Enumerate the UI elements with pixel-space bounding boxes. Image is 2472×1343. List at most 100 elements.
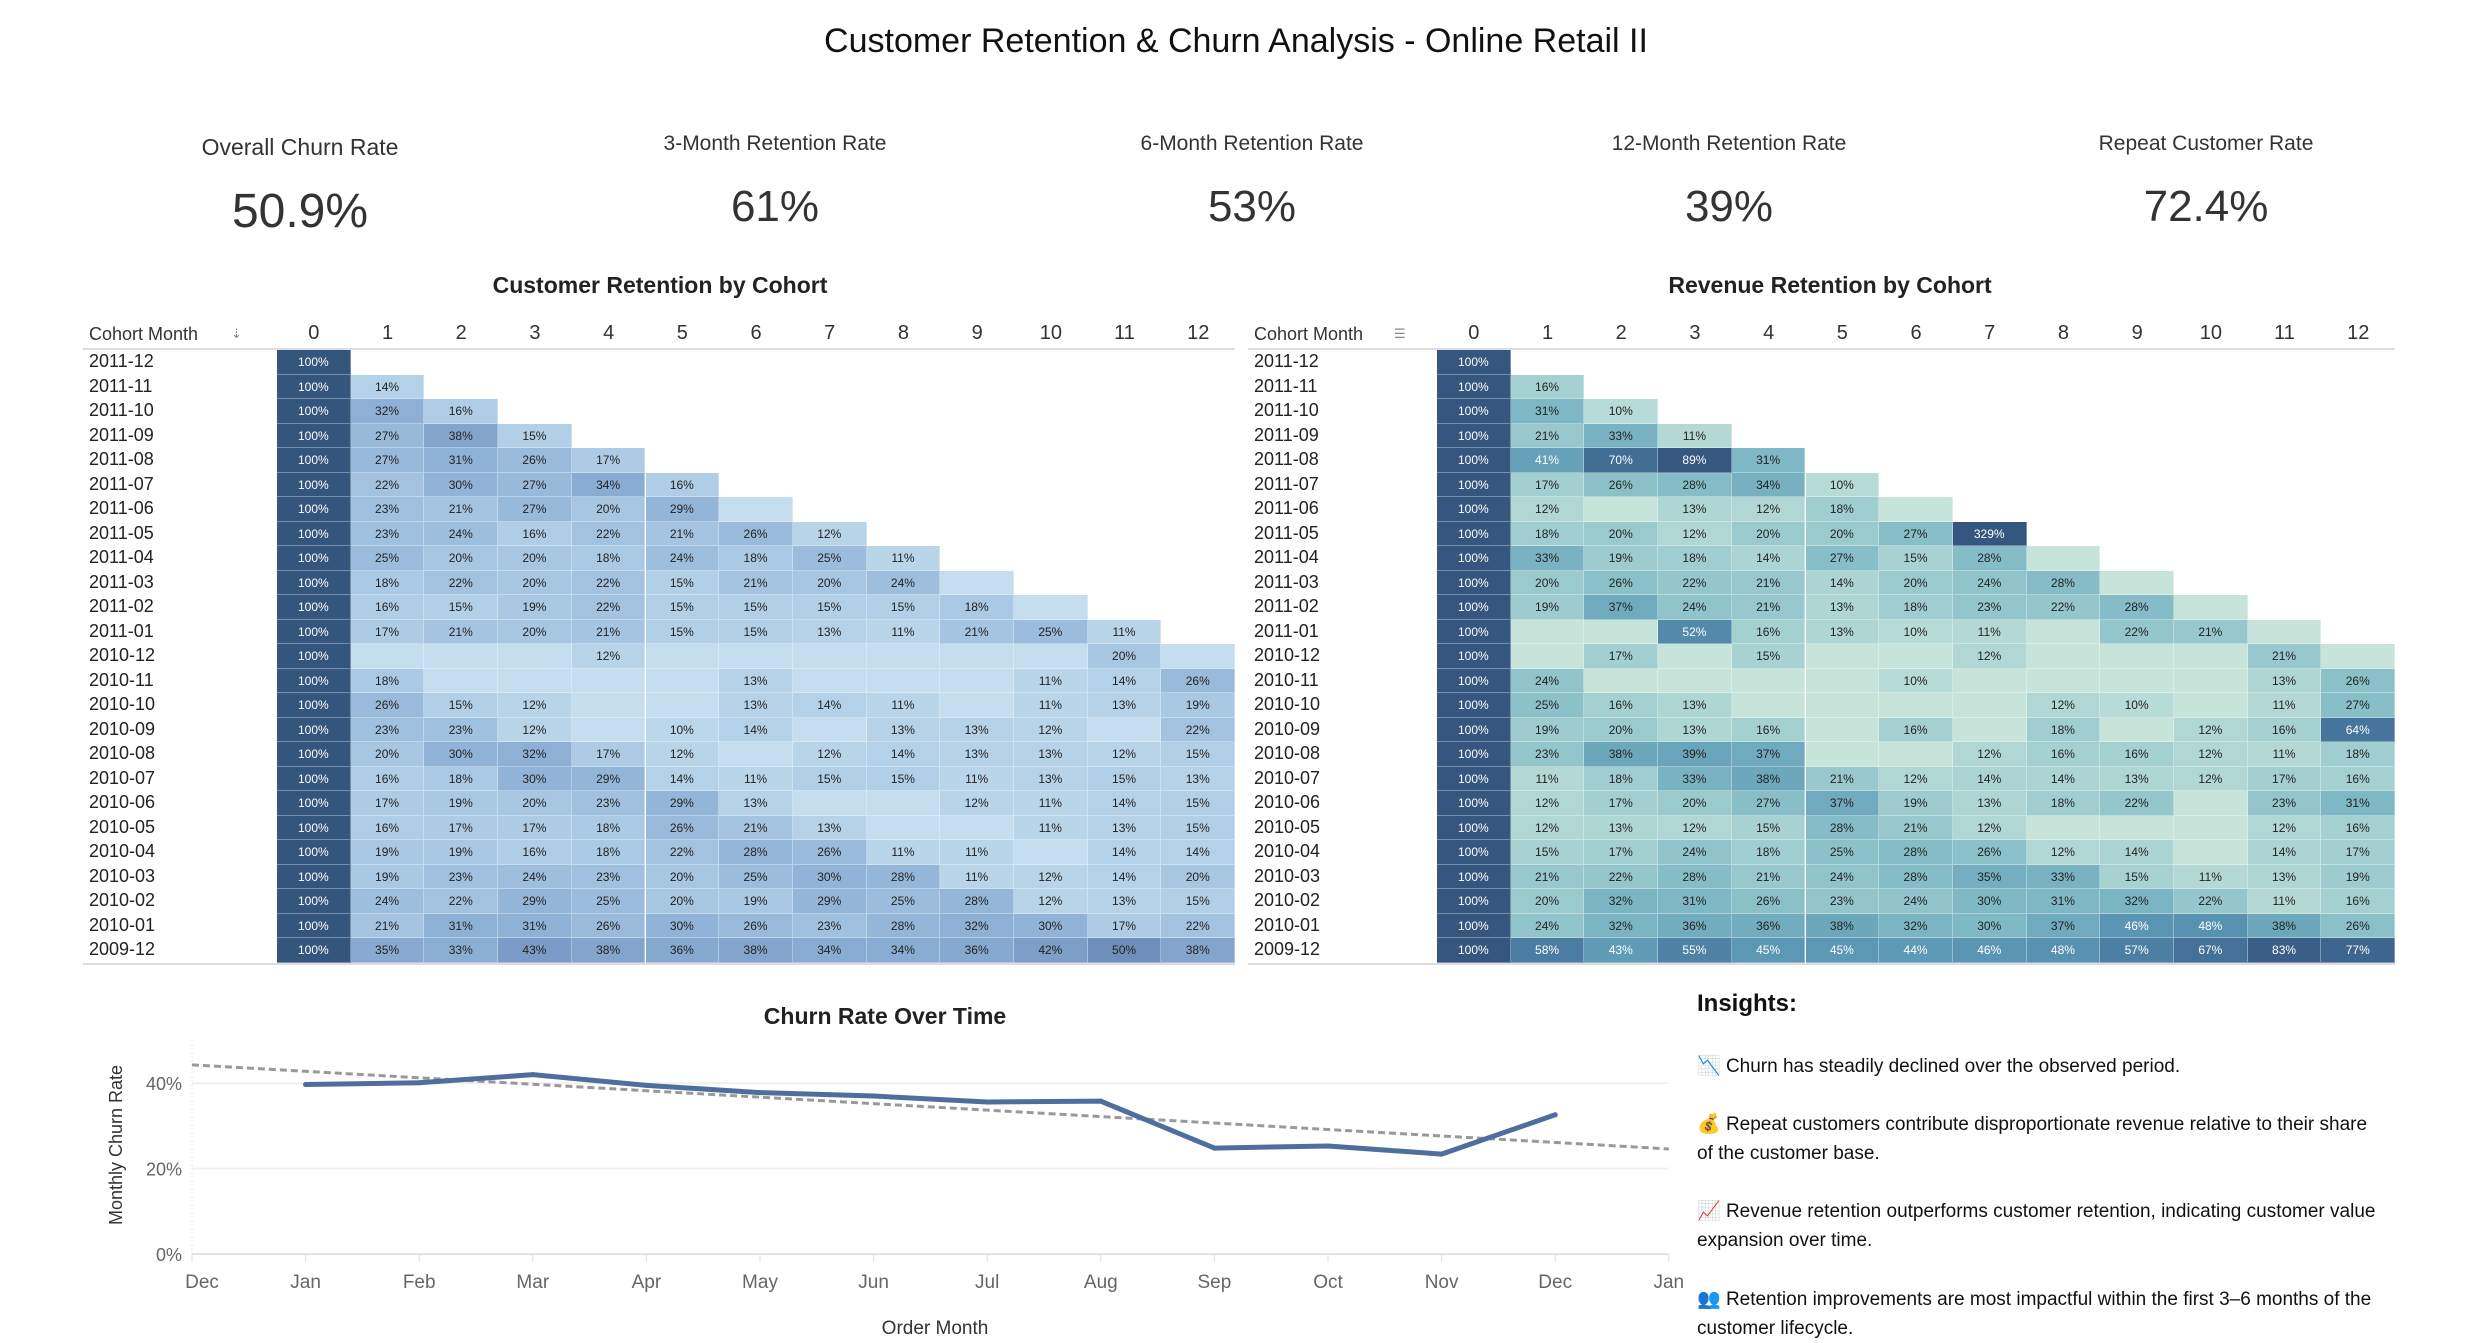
heatmap-cell: 22% — [2026, 595, 2101, 620]
heatmap-cell: 22% — [645, 840, 720, 865]
heatmap-cell: 17% — [1584, 791, 1659, 816]
heatmap-cell: 100% — [277, 742, 351, 767]
cohort-row-label: 2011-10 — [89, 400, 154, 420]
heatmap-cell: 100% — [277, 717, 351, 742]
heatmap-cell: 100% — [277, 693, 351, 718]
heatmap-cell — [645, 693, 720, 718]
data-point — [1439, 1151, 1445, 1157]
heatmap-cell: 38% — [1161, 938, 1236, 963]
cohort-row-label: 2011-09 — [89, 424, 154, 445]
heatmap-cell: 12% — [1731, 497, 1806, 522]
heatmap-cell: 22% — [2100, 791, 2174, 816]
data-point — [757, 1090, 763, 1096]
cohort-row-label: 2011-07 — [89, 473, 154, 494]
column-header: 8 — [897, 322, 909, 344]
heatmap-cell: 100% — [277, 546, 351, 571]
cohort-row-label: 2011-02 — [89, 596, 154, 616]
heatmap-cell: 23% — [792, 913, 867, 938]
heatmap-cell: 37% — [1584, 595, 1659, 620]
heatmap-cell — [1584, 668, 1659, 693]
column-header: 11 — [1114, 322, 1135, 344]
sort-icon[interactable]: ☰ — [1394, 326, 1406, 341]
cohort-row-label: 2011-02 — [1254, 596, 1319, 616]
heatmap-cell — [940, 570, 1014, 595]
insight-text: Repeat customers contribute disproportio… — [1697, 1114, 2368, 1164]
heatmap-cell: 19% — [424, 840, 499, 865]
heatmap-cell: 100% — [277, 399, 351, 424]
heatmap-cell: 20% — [1731, 521, 1806, 546]
heatmap-cell: 14% — [2100, 840, 2174, 865]
kpi-label: Repeat Customer Rate — [2098, 132, 2314, 155]
heatmap-cell: 57% — [2100, 938, 2174, 963]
heatmap-cell: 100% — [277, 472, 351, 497]
heatmap-cell: 16% — [2321, 889, 2396, 914]
heatmap-cell: 20% — [1161, 864, 1236, 889]
column-header: 7 — [1984, 322, 1996, 344]
heatmap-cell — [1805, 644, 1880, 669]
column-header: 3 — [1689, 322, 1701, 344]
heatmap-cell: 38% — [1584, 742, 1659, 767]
heatmap-cell: 13% — [940, 717, 1014, 742]
kpi-value: 50.9% — [231, 185, 369, 238]
heatmap-cell: 12% — [2026, 840, 2101, 865]
heatmap-cell: 20% — [1805, 521, 1880, 546]
heatmap-cell: 21% — [645, 521, 720, 546]
cohort-row-label: 2011-03 — [1254, 571, 1319, 592]
heatmap-cell: 23% — [1952, 595, 2027, 620]
heatmap-cell: 89% — [1658, 448, 1732, 473]
x-tick-label: Oct — [1313, 1272, 1343, 1293]
heatmap-cell: 28% — [866, 864, 941, 889]
heatmap-cell: 37% — [2026, 913, 2101, 938]
heatmap-cell: 15% — [645, 619, 720, 644]
heatmap-cell — [571, 717, 646, 742]
heatmap-cell: 32% — [940, 913, 1014, 938]
cohort-row-label: 2010-07 — [1254, 767, 1321, 788]
column-header: 0 — [308, 322, 320, 344]
heatmap-cell: 13% — [1952, 791, 2027, 816]
heatmap-cell: 22% — [2174, 889, 2248, 914]
heatmap-cell: 20% — [350, 742, 425, 767]
heatmap-cell: 13% — [1014, 766, 1088, 791]
y-tick-label: 40% — [146, 1074, 182, 1094]
cohort-row-label: 2010-01 — [1254, 914, 1321, 935]
heatmap-cell: 30% — [645, 913, 720, 938]
cohort-row-label: 2011-06 — [89, 498, 154, 518]
cohort-row-label: 2011-11 — [1254, 375, 1318, 396]
heatmap-cell: 18% — [940, 595, 1014, 620]
heatmap-cell: 22% — [424, 570, 499, 595]
heatmap-cell: 15% — [1731, 644, 1806, 669]
x-tick-label: Apr — [632, 1272, 662, 1293]
heatmap-cell: 31% — [498, 913, 572, 938]
heatmap-cell — [2174, 815, 2248, 840]
heatmap-cell: 16% — [1584, 693, 1659, 718]
heatmap-cell: 28% — [719, 840, 793, 865]
heatmap-cell: 52% — [1658, 619, 1732, 644]
heatmap-divider — [83, 962, 1236, 965]
heatmap-cell: 15% — [1161, 889, 1236, 914]
x-tick-label: Feb — [403, 1272, 436, 1293]
heatmap-cell: 35% — [350, 938, 425, 963]
heatmap-cell: 20% — [498, 570, 572, 595]
heatmap-cell: 18% — [571, 815, 646, 840]
chart-increasing-icon: 📈 — [1697, 1201, 1721, 1222]
heatmap-cell: 13% — [1161, 766, 1236, 791]
heatmap-cell: 100% — [277, 350, 351, 375]
x-tick-label: Jun — [858, 1272, 889, 1293]
heatmap-cell: 16% — [498, 840, 572, 865]
heatmap-cell — [1879, 497, 1953, 522]
heatmap-cell: 30% — [1952, 913, 2027, 938]
sort-descending-icon[interactable]: ⇣ — [231, 326, 242, 341]
heatmap-cell: 26% — [2321, 913, 2396, 938]
heatmap-cell: 20% — [645, 864, 720, 889]
heatmap-cell — [1805, 717, 1880, 742]
heatmap-cell — [792, 717, 867, 742]
heatmap-cell: 30% — [424, 472, 499, 497]
heatmap-cell: 12% — [1510, 815, 1585, 840]
heatmap-cell: 12% — [792, 742, 867, 767]
heatmap-cell: 100% — [277, 497, 351, 522]
heatmap-cell: 12% — [2247, 815, 2322, 840]
heatmap-cell: 26% — [1584, 570, 1659, 595]
heatmap-cell: 15% — [1731, 815, 1806, 840]
heatmap-cell — [2321, 644, 2396, 669]
heatmap-cell — [792, 668, 867, 693]
